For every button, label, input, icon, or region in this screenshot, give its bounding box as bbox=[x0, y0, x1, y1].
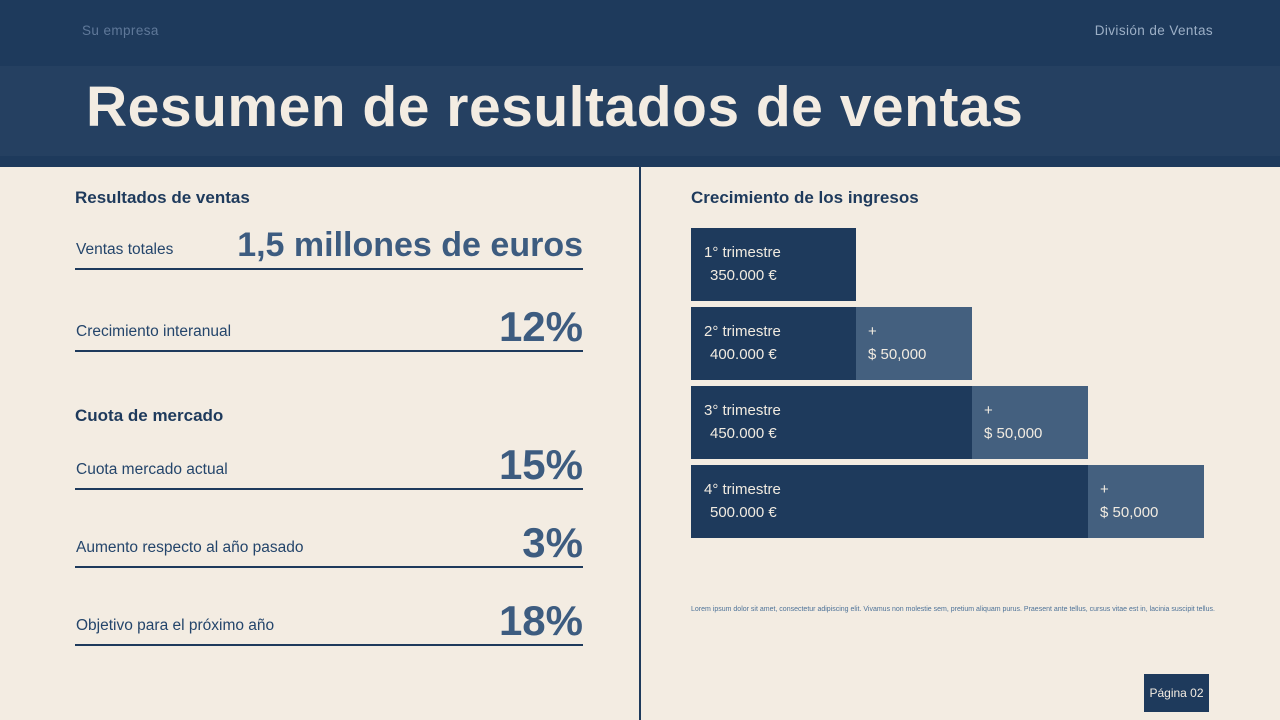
section-title-revenue-growth: Crecimiento de los ingresos bbox=[691, 188, 919, 207]
stat-row-current-share: Cuota mercado actual 15% bbox=[75, 430, 583, 490]
chart-increment-sign: + bbox=[984, 402, 993, 419]
chart-bar-quarter-label: 1° trimestre bbox=[704, 244, 781, 261]
section-title-market-share: Cuota de mercado bbox=[75, 406, 224, 425]
chart-increment-sign: + bbox=[868, 323, 877, 340]
stat-label-yoy-growth: Crecimiento interanual bbox=[76, 323, 232, 340]
chart-increment-amount: $ 50,000 bbox=[984, 425, 1043, 442]
revenue-growth-column: Crecimiento de los ingresos 1° trimestre… bbox=[691, 167, 1224, 720]
stat-row-total-sales: Ventas totales 1,5 millones de euros bbox=[75, 211, 583, 270]
stat-label-current-share: Cuota mercado actual bbox=[76, 461, 228, 478]
stat-value-current-share: 15% bbox=[498, 441, 583, 488]
stat-value-increase-vs-last-year: 3% bbox=[522, 519, 583, 566]
chart-bar-row-q4: 4° trimestre 500.000 € + $ 50,000 bbox=[691, 465, 1204, 538]
chart-bar-increment-q4: + $ 50,000 bbox=[1088, 465, 1204, 538]
revenue-growth-chart: 1° trimestre 350.000 € 2° trimestre 400.000… bbox=[691, 228, 1204, 544]
chart-bar-amount-label: 400.000 € bbox=[710, 346, 777, 363]
stat-row-increase-vs-last-year: Aumento respecto al año pasado 3% bbox=[75, 508, 583, 568]
sales-results-column: Resultados de ventas Ventas totales 1,5 … bbox=[75, 167, 583, 720]
chart-bar-row-q1: 1° trimestre 350.000 € bbox=[691, 228, 1204, 301]
column-divider bbox=[639, 167, 641, 720]
chart-bar-quarter-label: 2° trimestre bbox=[704, 323, 781, 340]
chart-increment-amount: $ 50,000 bbox=[1100, 504, 1159, 521]
chart-bar-amount-label: 350.000 € bbox=[710, 267, 777, 284]
chart-bar-quarter-label: 4° trimestre bbox=[704, 481, 781, 498]
stat-value-next-year-target: 18% bbox=[498, 597, 583, 644]
chart-bar-increment-q3: + $ 50,000 bbox=[972, 386, 1088, 459]
stat-row-next-year-target: Objetivo para el próximo año 18% bbox=[75, 586, 583, 646]
chart-bar-amount-label: 450.000 € bbox=[710, 425, 777, 442]
chart-bar-row-q2: 2° trimestre 400.000 € + $ 50,000 bbox=[691, 307, 1204, 380]
stat-value-yoy-growth: 12% bbox=[498, 303, 583, 350]
chart-bar-amount-label: 500.000 € bbox=[710, 504, 777, 521]
company-name: Su empresa bbox=[82, 23, 159, 38]
stat-label-increase-vs-last-year: Aumento respecto al año pasado bbox=[76, 539, 304, 556]
page-number: Página 02 bbox=[1149, 686, 1204, 700]
chart-bar-base-q3: 3° trimestre 450.000 € bbox=[691, 386, 972, 459]
page-number-badge: Página 02 bbox=[1144, 674, 1209, 712]
stat-value-total-sales: 1,5 millones de euros bbox=[237, 226, 583, 264]
stat-row-yoy-growth: Crecimiento interanual 12% bbox=[75, 292, 583, 352]
chart-bar-increment-q2: + $ 50,000 bbox=[856, 307, 972, 380]
chart-bar-row-q3: 3° trimestre 450.000 € + $ 50,000 bbox=[691, 386, 1204, 459]
chart-increment-sign: + bbox=[1100, 481, 1109, 498]
stat-label-next-year-target: Objetivo para el próximo año bbox=[76, 617, 275, 634]
stat-label-total-sales: Ventas totales bbox=[76, 241, 174, 258]
division-name: División de Ventas bbox=[1094, 23, 1213, 38]
chart-bar-base-q4: 4° trimestre 500.000 € bbox=[691, 465, 1088, 538]
section-title-sales-results: Resultados de ventas bbox=[75, 188, 250, 207]
slide-title: Resumen de resultados de ventas bbox=[86, 75, 1024, 139]
footnote: Lorem ipsum dolor sit amet, consectetur … bbox=[691, 606, 1215, 613]
chart-increment-amount: $ 50,000 bbox=[868, 346, 927, 363]
chart-bar-base-q1: 1° trimestre 350.000 € bbox=[691, 228, 856, 301]
chart-bar-base-q2: 2° trimestre 400.000 € bbox=[691, 307, 856, 380]
header-band: Su empresa División de Ventas Resumen de… bbox=[0, 0, 1280, 167]
chart-bar-quarter-label: 3° trimestre bbox=[704, 402, 781, 419]
